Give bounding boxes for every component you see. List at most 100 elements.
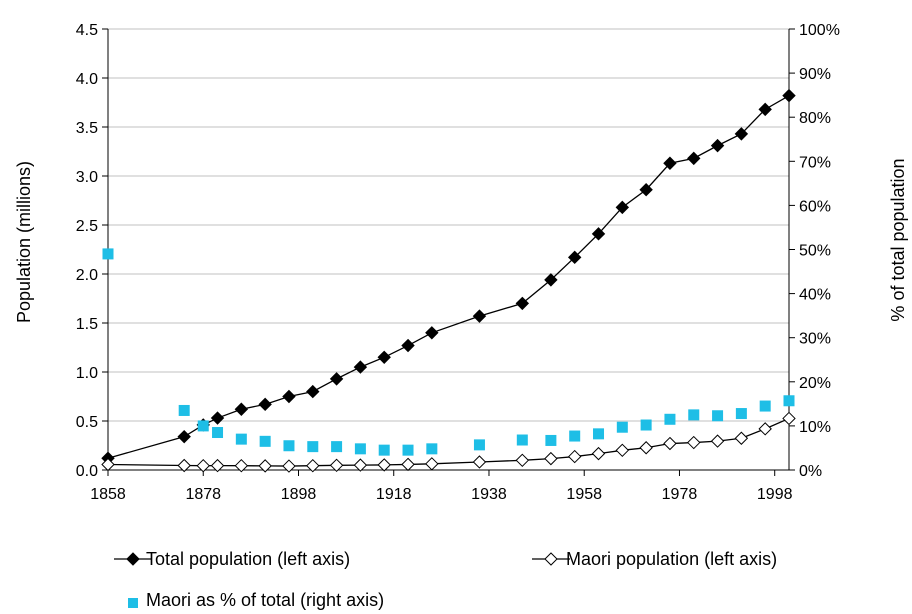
data-point (615, 443, 630, 458)
legend-item-maori: Maori population (left axis) (532, 549, 777, 569)
data-point (591, 227, 606, 241)
legend-marker-total (126, 552, 140, 566)
data-point (197, 420, 209, 432)
data-point (102, 248, 114, 260)
data-point (544, 451, 558, 466)
right-tick-label: 30% (799, 331, 831, 348)
data-point (545, 434, 557, 446)
data-point (177, 458, 191, 473)
data-point (687, 151, 701, 166)
legend: Total population (left axis) Maori popul… (114, 549, 777, 610)
data-point (758, 102, 772, 117)
legend-marker-percent (128, 598, 138, 608)
data-point (593, 428, 605, 440)
data-point (306, 458, 320, 473)
left-tick-label: 3.5 (76, 120, 98, 137)
data-point (196, 458, 210, 473)
data-point (734, 431, 749, 445)
data-point (615, 200, 630, 215)
left-axis-ticks: 0.0 0.5 1.0 1.5 2.0 2.5 3.0 3.5 4.0 4.5 (76, 22, 108, 480)
data-point (687, 435, 701, 450)
data-point (425, 457, 439, 471)
data-point (283, 440, 295, 452)
data-point (177, 429, 191, 444)
data-point (235, 433, 247, 445)
data-point (425, 326, 439, 340)
right-tick-label: 60% (799, 198, 831, 215)
legend-label-total: Total population (left axis) (146, 549, 350, 569)
data-point (101, 457, 115, 472)
data-point (329, 458, 344, 473)
data-point (759, 400, 771, 412)
legend-item-total: Total population (left axis) (114, 549, 350, 569)
left-tick-label: 0.5 (76, 414, 98, 431)
data-point (329, 372, 344, 386)
series-line (107, 95, 790, 459)
data-point (258, 459, 272, 473)
data-point (473, 439, 485, 451)
legend-label-maori: Maori population (left axis) (566, 549, 777, 569)
series-0 (101, 88, 796, 465)
data-point (331, 441, 343, 453)
data-point (353, 360, 368, 374)
data-point (307, 441, 319, 453)
data-point (401, 457, 415, 472)
x-tick-label: 1858 (90, 486, 126, 503)
data-point (735, 408, 747, 420)
x-tick-label: 1878 (185, 486, 221, 503)
data-point (210, 411, 225, 425)
data-point (782, 88, 796, 103)
data-point (472, 309, 487, 323)
data-point (783, 395, 795, 407)
data-point (377, 458, 391, 472)
x-tick-label: 1918 (376, 486, 412, 503)
right-tick-label: 20% (799, 375, 831, 392)
x-tick-label: 1978 (662, 486, 698, 503)
data-point (401, 338, 415, 353)
left-tick-label: 3.0 (76, 169, 98, 186)
series-1 (101, 411, 796, 473)
data-point (402, 444, 414, 456)
legend-item-percent: Maori as % of total (right axis) (128, 590, 384, 610)
x-tick-label: 1958 (566, 486, 602, 503)
data-point (640, 419, 652, 431)
x-tick-label: 1938 (471, 486, 507, 503)
x-tick-label: 1998 (757, 486, 793, 503)
data-point (663, 436, 677, 451)
data-point (710, 138, 725, 153)
x-tick-label: 1898 (281, 486, 317, 503)
series-2 (102, 248, 795, 456)
right-tick-label: 50% (799, 243, 831, 260)
data-point (472, 455, 487, 469)
data-point (234, 402, 249, 416)
data-point (616, 421, 628, 433)
data-point (664, 413, 676, 425)
left-tick-label: 1.5 (76, 316, 98, 333)
data-point (639, 183, 653, 197)
data-point (426, 443, 438, 455)
right-tick-label: 90% (799, 66, 831, 83)
plot-series (101, 88, 796, 473)
data-point (639, 441, 653, 455)
data-point (378, 444, 390, 456)
data-point (282, 389, 296, 404)
data-point (210, 458, 225, 473)
data-point (544, 273, 558, 287)
data-point (567, 449, 582, 464)
right-tick-label: 0% (799, 463, 822, 480)
right-tick-label: 100% (799, 22, 840, 39)
data-point (782, 411, 796, 426)
data-point (259, 435, 271, 447)
data-point (567, 250, 582, 265)
left-tick-label: 2.0 (76, 267, 98, 284)
data-point (306, 384, 320, 399)
left-tick-label: 2.5 (76, 218, 98, 235)
data-point (569, 430, 581, 442)
data-point (515, 453, 530, 468)
data-point (234, 458, 249, 473)
data-point (178, 404, 190, 416)
gridlines (108, 28, 789, 422)
data-point (282, 459, 296, 473)
left-axis-title: Population (millions) (14, 161, 34, 323)
